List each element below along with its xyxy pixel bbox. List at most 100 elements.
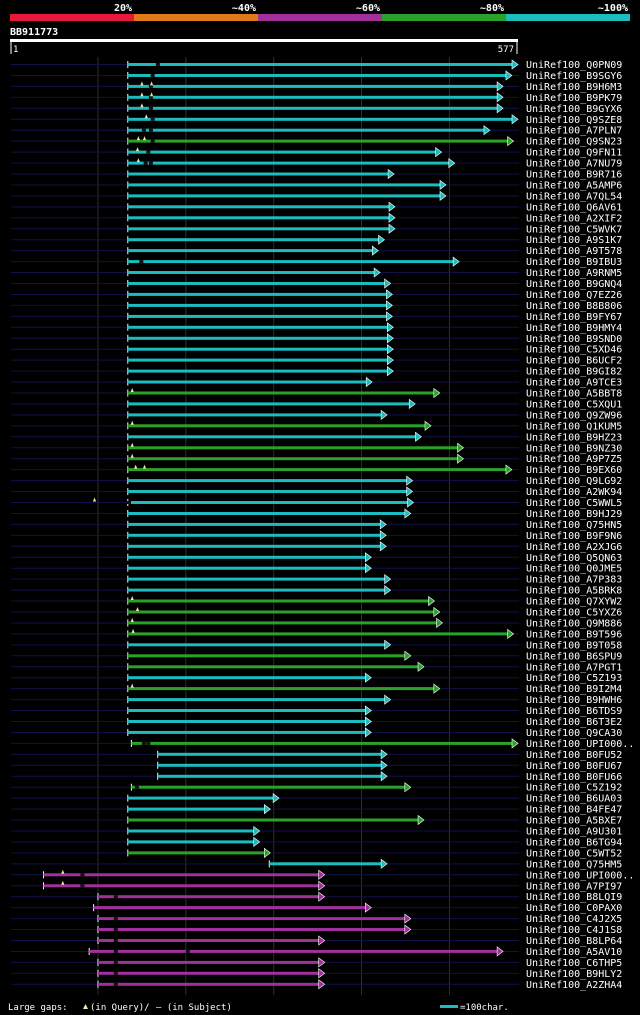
hit-label[interactable]: UniRef100_B6TDS9 <box>526 706 622 717</box>
hit-bar[interactable] <box>127 632 510 636</box>
hit-label[interactable]: UniRef100_C0PAX0 <box>526 903 622 914</box>
hit-bar[interactable] <box>127 687 436 691</box>
hit-label[interactable]: UniRef100_C5WVK7 <box>526 224 622 235</box>
hit-label[interactable]: UniRef100_Q1KUM5 <box>526 421 622 432</box>
hit-label[interactable]: UniRef100_Q75HN5 <box>526 520 622 531</box>
hit-label[interactable]: UniRef100_A5BRK8 <box>526 586 622 597</box>
hit-label[interactable]: UniRef100_A9TCE3 <box>526 378 622 389</box>
hit-bar[interactable] <box>127 730 368 734</box>
hit-row[interactable]: UniRef100_C5YXZ6 <box>11 606 622 619</box>
hit-row[interactable]: UniRef100_C5WT52 <box>11 847 622 859</box>
hit-row[interactable]: UniRef100_A7QL54 <box>11 190 622 202</box>
hit-row[interactable]: UniRef100_B9HZ23 <box>11 431 622 443</box>
hit-bar[interactable] <box>127 621 439 625</box>
hit-bar[interactable] <box>127 468 508 472</box>
hit-bar[interactable] <box>127 63 515 66</box>
hit-row[interactable]: UniRef100_A9T578 <box>11 245 622 257</box>
hit-label[interactable]: UniRef100_B8LQI9 <box>526 892 622 903</box>
hit-label[interactable]: UniRef100_B9SGY6 <box>526 71 622 82</box>
hit-bar[interactable] <box>127 676 368 680</box>
hit-bar[interactable] <box>127 95 500 99</box>
hit-label[interactable]: UniRef100_B9NZ30 <box>526 443 622 454</box>
hit-bar[interactable] <box>127 325 390 329</box>
hit-label[interactable]: UniRef100_B9HJ29 <box>526 509 622 520</box>
hit-row[interactable]: UniRef100_B9GI82 <box>11 366 622 378</box>
hit-bar[interactable] <box>127 709 368 712</box>
hit-bar[interactable] <box>127 512 407 515</box>
hit-row[interactable]: UniRef100_B9HJ29 <box>11 508 622 520</box>
hit-label[interactable]: UniRef100_C4J2X5 <box>526 914 622 925</box>
hit-label[interactable]: UniRef100_B0FU52 <box>526 750 622 761</box>
hit-bar[interactable] <box>127 851 267 855</box>
hit-label[interactable]: UniRef100_B9SND0 <box>526 334 622 345</box>
hit-bar[interactable] <box>127 391 436 395</box>
hit-bar[interactable] <box>127 216 392 220</box>
hit-label[interactable]: UniRef100_B9IBU3 <box>526 257 622 268</box>
hit-label[interactable]: UniRef100_A2WK94 <box>526 487 622 498</box>
hit-row[interactable]: UniRef100_B9H6M3 <box>11 81 622 93</box>
hit-row[interactable]: UniRef100_B9T596 <box>11 628 622 641</box>
hit-label[interactable]: UniRef100_C5WWL5 <box>526 498 622 509</box>
hit-row[interactable]: UniRef100_Q9FN11 <box>11 147 622 159</box>
hit-row[interactable]: UniRef100_C5Z192 <box>11 782 622 794</box>
hit-bar[interactable] <box>98 917 407 921</box>
hit-row[interactable]: UniRef100_Q9CA30 <box>11 727 622 739</box>
hit-label[interactable]: UniRef100_Q9M886 <box>526 618 622 629</box>
hit-bar[interactable] <box>127 435 418 439</box>
hit-bar[interactable] <box>131 785 407 789</box>
hit-bar[interactable] <box>127 577 387 581</box>
hit-row[interactable]: UniRef100_B9IBU3 <box>11 256 622 268</box>
hit-label[interactable]: UniRef100_Q7EZ26 <box>526 290 622 301</box>
hit-row[interactable]: UniRef100_Q9M886 <box>11 617 622 630</box>
hit-label[interactable]: UniRef100_B9FY67 <box>526 312 622 323</box>
hit-label[interactable]: UniRef100_B9HZ23 <box>526 432 622 443</box>
hit-label[interactable]: UniRef100_B9T596 <box>526 629 622 640</box>
hit-row[interactable]: UniRef100_B9PK79 <box>11 92 622 104</box>
hit-label[interactable]: UniRef100_B6SPU9 <box>526 651 622 662</box>
hit-row[interactable]: UniRef100_B6T3E2 <box>11 716 622 728</box>
hit-label[interactable]: UniRef100_B4FE47 <box>526 805 622 816</box>
hit-bar[interactable] <box>127 588 387 592</box>
hit-label[interactable]: UniRef100_B9HWH6 <box>526 695 622 706</box>
hit-bar[interactable] <box>127 829 256 833</box>
hit-row[interactable]: UniRef100_B8LP64 <box>11 935 622 947</box>
hit-label[interactable]: UniRef100_Q9SZE8 <box>526 115 622 126</box>
hit-bar[interactable] <box>157 763 384 767</box>
hit-bar[interactable] <box>127 358 390 362</box>
hit-row[interactable]: UniRef100_A5BXE7 <box>11 814 622 827</box>
hit-row[interactable]: UniRef100_A7NU79 <box>11 158 622 170</box>
hit-bar[interactable] <box>127 643 387 647</box>
hit-row[interactable]: UniRef100_A2XIF2 <box>11 212 622 224</box>
hit-label[interactable]: UniRef100_A5AV10 <box>526 947 622 958</box>
hit-bar[interactable] <box>98 939 321 942</box>
hit-row[interactable]: UniRef100_A9P7Z5 <box>11 453 622 466</box>
hit-row[interactable]: UniRef100_B9HWH6 <box>11 694 622 706</box>
hit-bar[interactable] <box>127 336 390 340</box>
hit-label[interactable]: UniRef100_Q5QN63 <box>526 553 622 564</box>
hit-bar[interactable] <box>127 303 389 307</box>
hit-row[interactable]: UniRef100_C4J2X5 <box>11 913 622 925</box>
hit-bar[interactable] <box>98 971 321 975</box>
hit-row[interactable]: UniRef100_B6SPU9 <box>11 650 622 662</box>
hit-label[interactable]: UniRef100_C5WT52 <box>526 848 622 859</box>
hit-bar[interactable] <box>127 183 442 187</box>
hit-row[interactable]: UniRef100_Q9ZW96 <box>11 409 622 421</box>
hit-bar[interactable] <box>127 840 256 844</box>
hit-bar[interactable] <box>127 172 391 176</box>
hit-bar[interactable] <box>127 446 460 450</box>
hit-row[interactable]: UniRef100_B6TDS9 <box>11 705 622 717</box>
hit-label[interactable]: UniRef100_B9I2M4 <box>526 684 622 695</box>
hit-bar[interactable] <box>127 380 369 384</box>
hit-bar[interactable] <box>127 490 409 493</box>
hit-label[interactable]: UniRef100_B9T058 <box>526 640 622 651</box>
hit-row[interactable]: UniRef100_C6THP5 <box>11 957 622 969</box>
hit-row[interactable]: UniRef100_B8LQI9 <box>11 891 622 903</box>
hit-label[interactable]: UniRef100_B6T3E2 <box>526 717 622 728</box>
hit-label[interactable]: UniRef100_C6THP5 <box>526 958 622 969</box>
hit-row[interactable]: UniRef100_B9R716 <box>11 168 622 181</box>
hit-bar[interactable] <box>127 566 368 570</box>
hit-bar[interactable] <box>98 895 321 899</box>
hit-row[interactable]: UniRef100_A5BRK8 <box>11 584 622 597</box>
hit-bar[interactable] <box>127 720 368 723</box>
hit-row[interactable]: UniRef100_C5WWL5 <box>11 497 622 510</box>
